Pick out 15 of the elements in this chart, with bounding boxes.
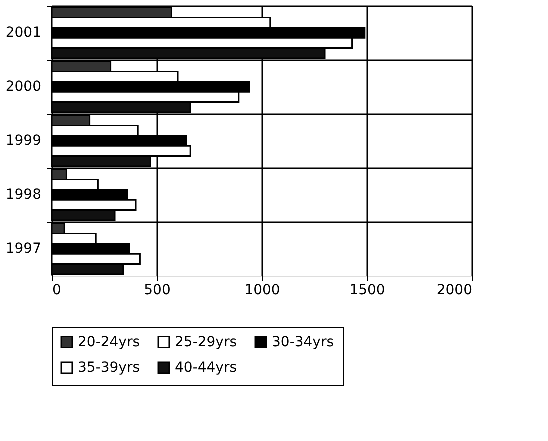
legend-label: 25-29yrs	[175, 334, 238, 350]
legend-label: 20-24yrs	[78, 334, 140, 350]
legend-label: 40-44yrs	[175, 360, 238, 376]
x-tick-label: 0	[52, 282, 62, 298]
y-tick-label: 2000	[6, 79, 42, 95]
x-tick-label: 500	[144, 282, 171, 298]
x-tick-label: 1500	[350, 282, 386, 298]
y-tick-label: 2001	[6, 25, 42, 41]
legend-label: 30-34yrs	[272, 334, 334, 350]
y-tick-label: 1998	[6, 187, 42, 203]
y-tick-label: 1997	[6, 241, 42, 257]
x-tick-label: 1000	[244, 282, 280, 298]
legend-label: 35-39yrs	[78, 360, 140, 376]
y-tick-label: 1999	[6, 133, 42, 149]
x-tick-label: 2000	[436, 282, 472, 298]
